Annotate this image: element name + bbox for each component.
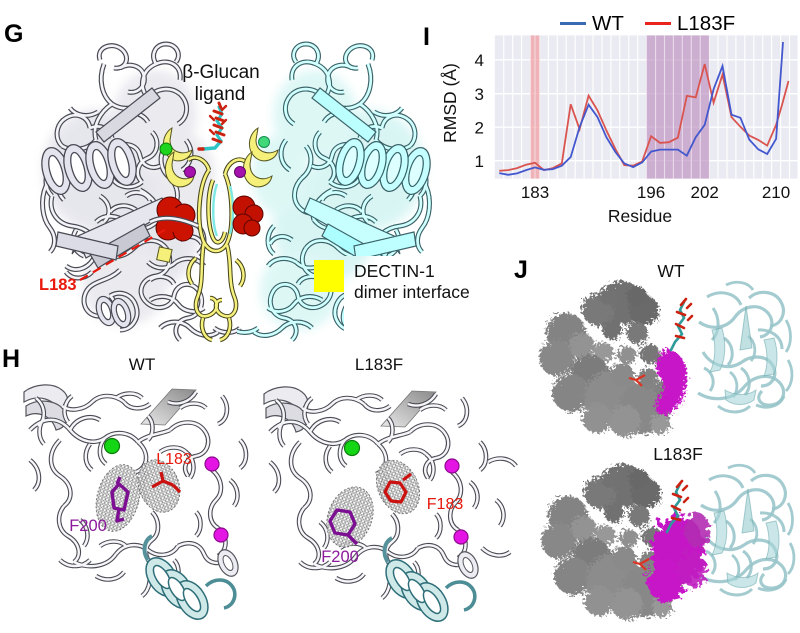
svg-text:ligand: ligand — [195, 84, 246, 105]
svg-text:196: 196 — [637, 183, 665, 202]
svg-text:β-Glucan: β-Glucan — [182, 62, 259, 83]
svg-text:F200: F200 — [321, 548, 359, 566]
svg-text:F200: F200 — [69, 517, 107, 535]
svg-text:F183: F183 — [427, 496, 464, 513]
svg-text:H: H — [2, 345, 20, 373]
svg-text:WT: WT — [592, 12, 624, 35]
svg-text:183: 183 — [521, 183, 549, 202]
svg-text:DECTIN-1: DECTIN-1 — [354, 261, 435, 281]
svg-text:210: 210 — [762, 183, 790, 202]
svg-text:WT: WT — [129, 355, 155, 374]
svg-text:I: I — [423, 23, 430, 51]
svg-text:WT: WT — [657, 261, 685, 281]
svg-text:202: 202 — [691, 183, 719, 202]
svg-text:L183: L183 — [156, 451, 192, 468]
svg-text:3: 3 — [475, 85, 484, 104]
svg-text:L183F: L183F — [653, 444, 703, 464]
svg-text:2: 2 — [475, 118, 484, 137]
svg-text:G: G — [4, 20, 23, 48]
svg-text:dimer interface: dimer interface — [354, 282, 470, 302]
svg-text:L183F: L183F — [355, 355, 403, 374]
svg-text:1: 1 — [475, 152, 484, 171]
svg-text:RMSD (Å): RMSD (Å) — [440, 63, 460, 143]
svg-text:4: 4 — [475, 51, 484, 70]
svg-text:L183: L183 — [39, 276, 77, 294]
svg-text:J: J — [514, 256, 528, 284]
svg-text:L183F: L183F — [677, 12, 735, 35]
svg-text:Residue: Residue — [608, 206, 672, 226]
